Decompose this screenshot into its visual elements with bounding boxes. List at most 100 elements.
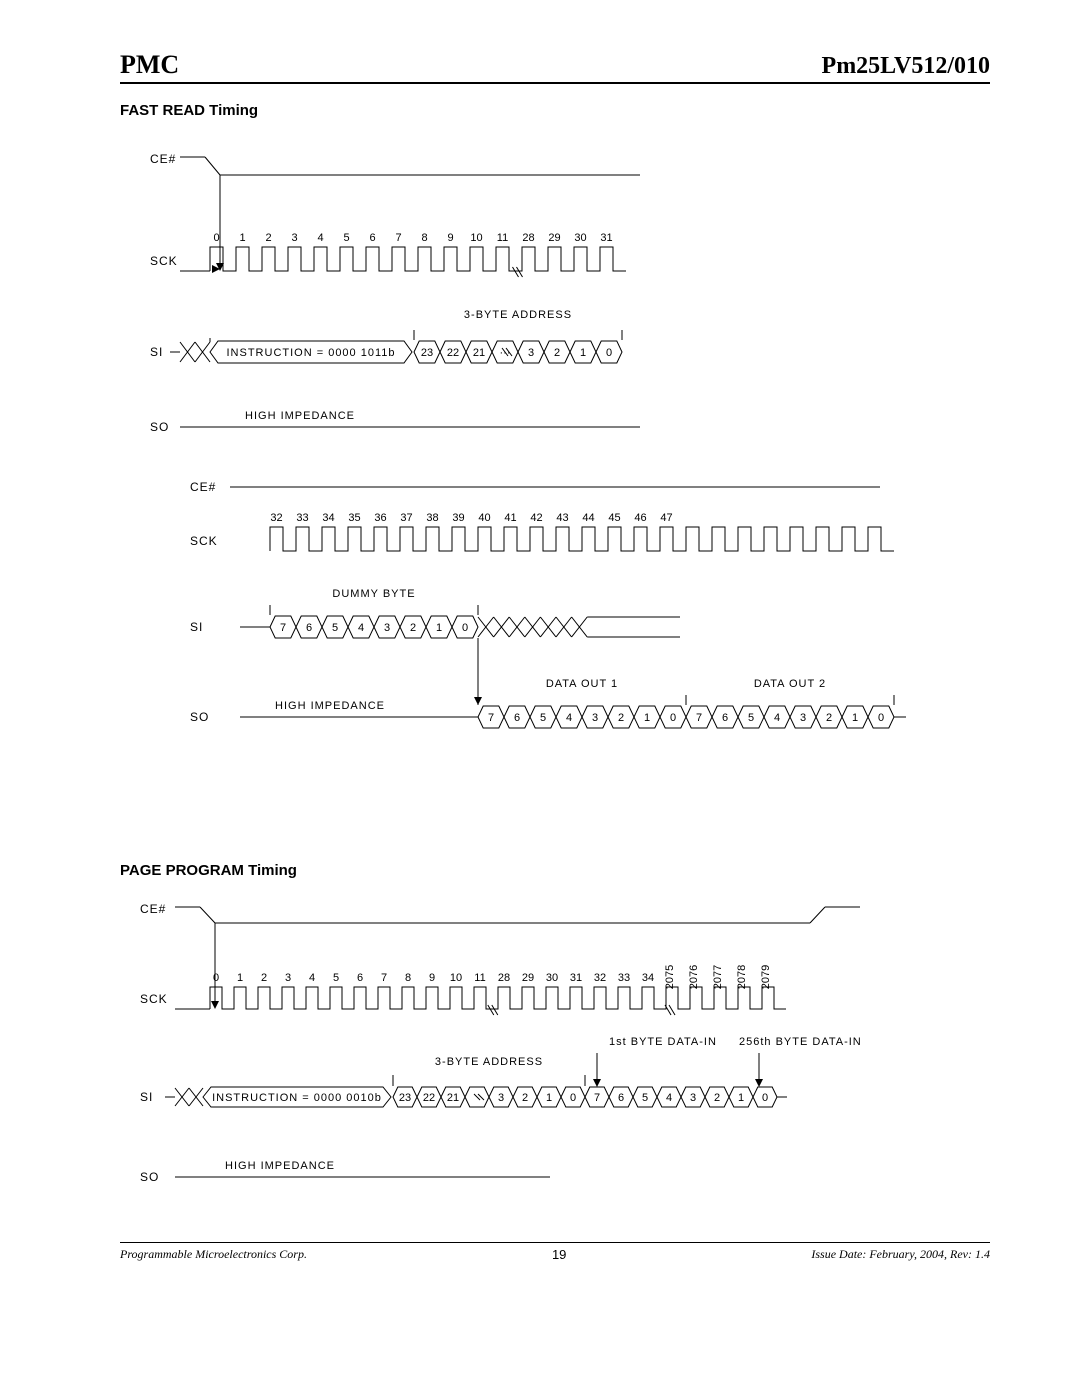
svg-text:8: 8 (421, 232, 427, 244)
svg-text:INSTRUCTION = 0000 1011b: INSTRUCTION = 0000 1011b (227, 347, 396, 359)
svg-text:22: 22 (423, 1092, 435, 1104)
svg-text:31: 31 (600, 232, 612, 244)
svg-text:2: 2 (714, 1092, 720, 1104)
svg-text:3-BYTE ADDRESS: 3-BYTE ADDRESS (435, 1056, 543, 1068)
svg-text:47: 47 (660, 512, 672, 524)
svg-text:2: 2 (261, 972, 267, 984)
svg-text:28: 28 (498, 972, 510, 984)
svg-text:0: 0 (670, 712, 676, 724)
footer-right: Issue Date: February, 2004, Rev: 1.4 (811, 1247, 990, 1262)
svg-text:4: 4 (774, 712, 780, 724)
svg-text:0: 0 (878, 712, 884, 724)
svg-text:CE#: CE# (150, 152, 176, 166)
svg-text:1st BYTE DATA-IN: 1st BYTE DATA-IN (609, 1036, 717, 1048)
svg-text:5: 5 (343, 232, 349, 244)
svg-text:41: 41 (504, 512, 516, 524)
svg-text:0: 0 (606, 347, 612, 359)
svg-text:28: 28 (522, 232, 534, 244)
svg-text:3: 3 (528, 347, 534, 359)
svg-text:23: 23 (421, 347, 433, 359)
svg-text:3-BYTE ADDRESS: 3-BYTE ADDRESS (464, 309, 572, 321)
svg-text:1: 1 (546, 1092, 552, 1104)
svg-text:37: 37 (400, 512, 412, 524)
svg-text:DATA OUT 1: DATA OUT 1 (546, 678, 618, 690)
svg-text:40: 40 (478, 512, 490, 524)
svg-text:7: 7 (488, 712, 494, 724)
footer-center: 19 (552, 1247, 566, 1262)
svg-text:DATA OUT 2: DATA OUT 2 (754, 678, 826, 690)
svg-text:···: ··· (500, 347, 511, 359)
svg-text:9: 9 (447, 232, 453, 244)
svg-text:2078: 2078 (736, 965, 748, 989)
svg-text:34: 34 (322, 512, 334, 524)
svg-text:22: 22 (447, 347, 459, 359)
page-footer: Programmable Microelectronics Corp. 19 I… (120, 1242, 990, 1262)
svg-text:2: 2 (410, 622, 416, 634)
svg-text:38: 38 (426, 512, 438, 524)
svg-text:DUMMY BYTE: DUMMY BYTE (332, 588, 415, 600)
svg-text:46: 46 (634, 512, 646, 524)
svg-text:SCK: SCK (140, 992, 168, 1006)
svg-text:3: 3 (592, 712, 598, 724)
svg-text:3: 3 (285, 972, 291, 984)
svg-text:36: 36 (374, 512, 386, 524)
svg-text:1: 1 (738, 1092, 744, 1104)
svg-text:5: 5 (748, 712, 754, 724)
page-program-diagram: CE#SCK0123456789101128293031323334207520… (120, 887, 990, 1212)
svg-text:SI: SI (190, 620, 203, 634)
svg-text:SCK: SCK (150, 254, 178, 268)
svg-text:4: 4 (358, 622, 364, 634)
svg-text:2: 2 (522, 1092, 528, 1104)
svg-text:2: 2 (265, 232, 271, 244)
svg-text:6: 6 (722, 712, 728, 724)
svg-text:6: 6 (618, 1092, 624, 1104)
svg-text:11: 11 (497, 232, 508, 244)
svg-text:35: 35 (348, 512, 360, 524)
svg-text:3: 3 (384, 622, 390, 634)
svg-text:INSTRUCTION = 0000 0010b: INSTRUCTION = 0000 0010b (212, 1092, 382, 1104)
svg-text:3: 3 (498, 1092, 504, 1104)
svg-text:CE#: CE# (190, 480, 216, 494)
svg-text:10: 10 (470, 232, 482, 244)
svg-text:4: 4 (317, 232, 323, 244)
svg-text:2: 2 (618, 712, 624, 724)
svg-text:SO: SO (190, 710, 209, 724)
page-program-title: PAGE PROGRAM Timing (120, 862, 990, 879)
svg-text:0: 0 (762, 1092, 768, 1104)
svg-text:4: 4 (309, 972, 315, 984)
svg-text:2: 2 (554, 347, 560, 359)
svg-text:SO: SO (150, 420, 169, 434)
svg-text:CE#: CE# (140, 902, 166, 916)
svg-text:2077: 2077 (712, 965, 724, 989)
svg-text:HIGH IMPEDANCE: HIGH IMPEDANCE (245, 410, 355, 422)
svg-text:44: 44 (582, 512, 594, 524)
svg-text:33: 33 (618, 972, 630, 984)
svg-text:5: 5 (332, 622, 338, 634)
svg-text:5: 5 (333, 972, 339, 984)
svg-text:21: 21 (447, 1092, 459, 1104)
svg-text:HIGH IMPEDANCE: HIGH IMPEDANCE (275, 700, 385, 712)
svg-text:0: 0 (213, 972, 219, 984)
svg-text:6: 6 (369, 232, 375, 244)
svg-text:23: 23 (399, 1092, 411, 1104)
svg-text:2079: 2079 (760, 965, 772, 989)
svg-text:30: 30 (574, 232, 586, 244)
svg-text:3: 3 (690, 1092, 696, 1104)
svg-text:6: 6 (357, 972, 363, 984)
svg-text:33: 33 (296, 512, 308, 524)
svg-text:8: 8 (405, 972, 411, 984)
svg-text:0: 0 (213, 232, 219, 244)
svg-text:2076: 2076 (688, 965, 700, 989)
svg-text:4: 4 (566, 712, 572, 724)
svg-text:HIGH IMPEDANCE: HIGH IMPEDANCE (225, 1160, 335, 1172)
fast-read-diagram: CE#SCK0123456789101128293031SIINSTRUCTIO… (120, 127, 990, 832)
svg-text:SI: SI (150, 345, 163, 359)
svg-text:2: 2 (826, 712, 832, 724)
svg-text:4: 4 (666, 1092, 672, 1104)
svg-text:1: 1 (436, 622, 442, 634)
svg-text:1: 1 (237, 972, 243, 984)
svg-text:7: 7 (381, 972, 387, 984)
svg-text:7: 7 (280, 622, 286, 634)
svg-text:10: 10 (450, 972, 462, 984)
svg-text:11: 11 (474, 972, 485, 984)
